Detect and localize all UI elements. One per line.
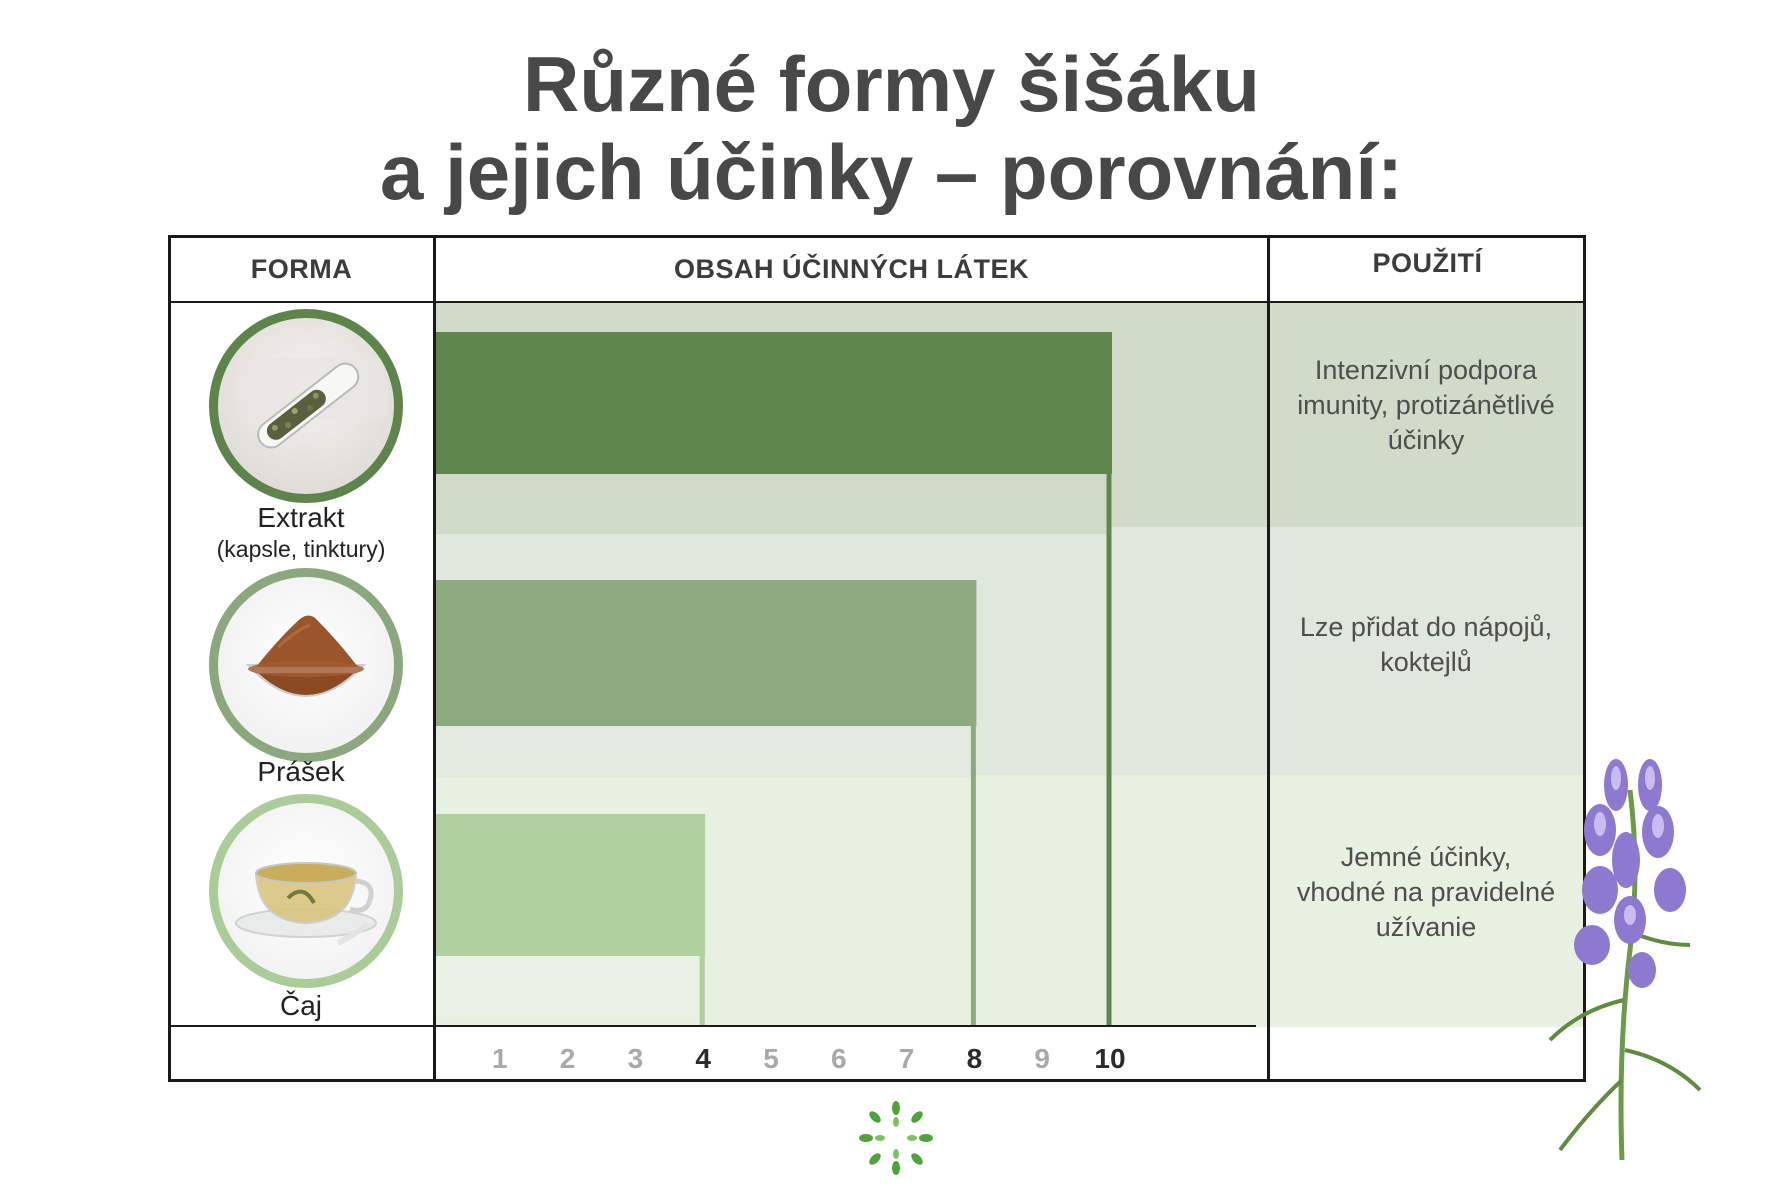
header-pouziti: POUŽITÍ <box>1372 247 1483 278</box>
form-label-prasek: Prášek <box>257 756 345 787</box>
use-line: koktejlů <box>1380 647 1472 677</box>
header-obsah: OBSAH ÚČINNÝCH LÁTEK <box>673 253 1029 284</box>
header-divider <box>168 301 1586 303</box>
bar-extrakt <box>434 332 1112 474</box>
form-sublabel-extrakt: (kapsle, tinktury) <box>216 536 386 562</box>
use-text-extrakt: Intenzivní podpora imunity, protizánětli… <box>1268 353 1584 458</box>
table-frame <box>168 235 1586 1082</box>
use-line: účinky <box>1387 425 1465 455</box>
use-line: imunity, protizánětlivé <box>1297 390 1555 420</box>
x-tick-label-6: 6 <box>831 1043 847 1074</box>
brand-logo-icon <box>859 1101 933 1175</box>
use-text-caj: Jemné účinky, vhodné na pravidelné užíva… <box>1268 840 1584 945</box>
form-label-caj: Čaj <box>279 990 322 1021</box>
x-tick-label-9: 9 <box>1034 1043 1050 1074</box>
axis-divider-chart <box>434 1025 1256 1027</box>
test-tube-herbs-graphic <box>238 358 388 449</box>
header-forma: FORMA <box>250 253 353 284</box>
powder-bowl-icon <box>209 568 403 762</box>
x-tick-label-3: 3 <box>628 1043 644 1074</box>
x-tick-label-5: 5 <box>763 1043 779 1074</box>
column-divider-2 <box>1267 235 1270 1082</box>
use-line: Jemné účinky, <box>1340 842 1512 872</box>
x-tick-label-8: 8 <box>967 1043 983 1074</box>
bar-shelf-extrakt <box>434 474 1106 534</box>
axis-divider-left <box>168 1025 434 1027</box>
use-line: Lze přidat do nápojů, <box>1299 612 1553 642</box>
bar-shelf-caj <box>434 956 700 1018</box>
bar-shelf-prasek <box>434 726 971 778</box>
x-tick-label-4: 4 <box>695 1043 711 1074</box>
x-tick-label-2: 2 <box>560 1043 576 1074</box>
powder-bowl-graphic <box>245 615 367 697</box>
skullcap-flower-icon <box>1548 759 1702 1161</box>
tea-cup-graphic <box>235 862 377 946</box>
column-divider-1 <box>433 235 436 1082</box>
x-tick-label-10: 10 <box>1094 1043 1125 1074</box>
bar-caj <box>434 814 706 956</box>
test-tube-herbs-icon <box>209 309 403 503</box>
use-line: Intenzivní podpora <box>1314 355 1538 385</box>
page-title-line2: a jejich účinky – porovnání: <box>380 128 1403 216</box>
use-line: užívanie <box>1375 912 1477 942</box>
x-tick-label-7: 7 <box>899 1043 915 1074</box>
x-tick-label-1: 1 <box>492 1043 508 1074</box>
use-line: vhodné na pravidelné <box>1296 877 1556 907</box>
form-label-extrakt: Extrakt <box>257 502 345 533</box>
bar-prasek <box>434 580 977 726</box>
page-title-line1: Různé formy šišáku <box>523 40 1260 128</box>
tea-cup-icon <box>209 794 403 988</box>
use-text-prasek: Lze přidat do nápojů, koktejlů <box>1268 610 1584 680</box>
